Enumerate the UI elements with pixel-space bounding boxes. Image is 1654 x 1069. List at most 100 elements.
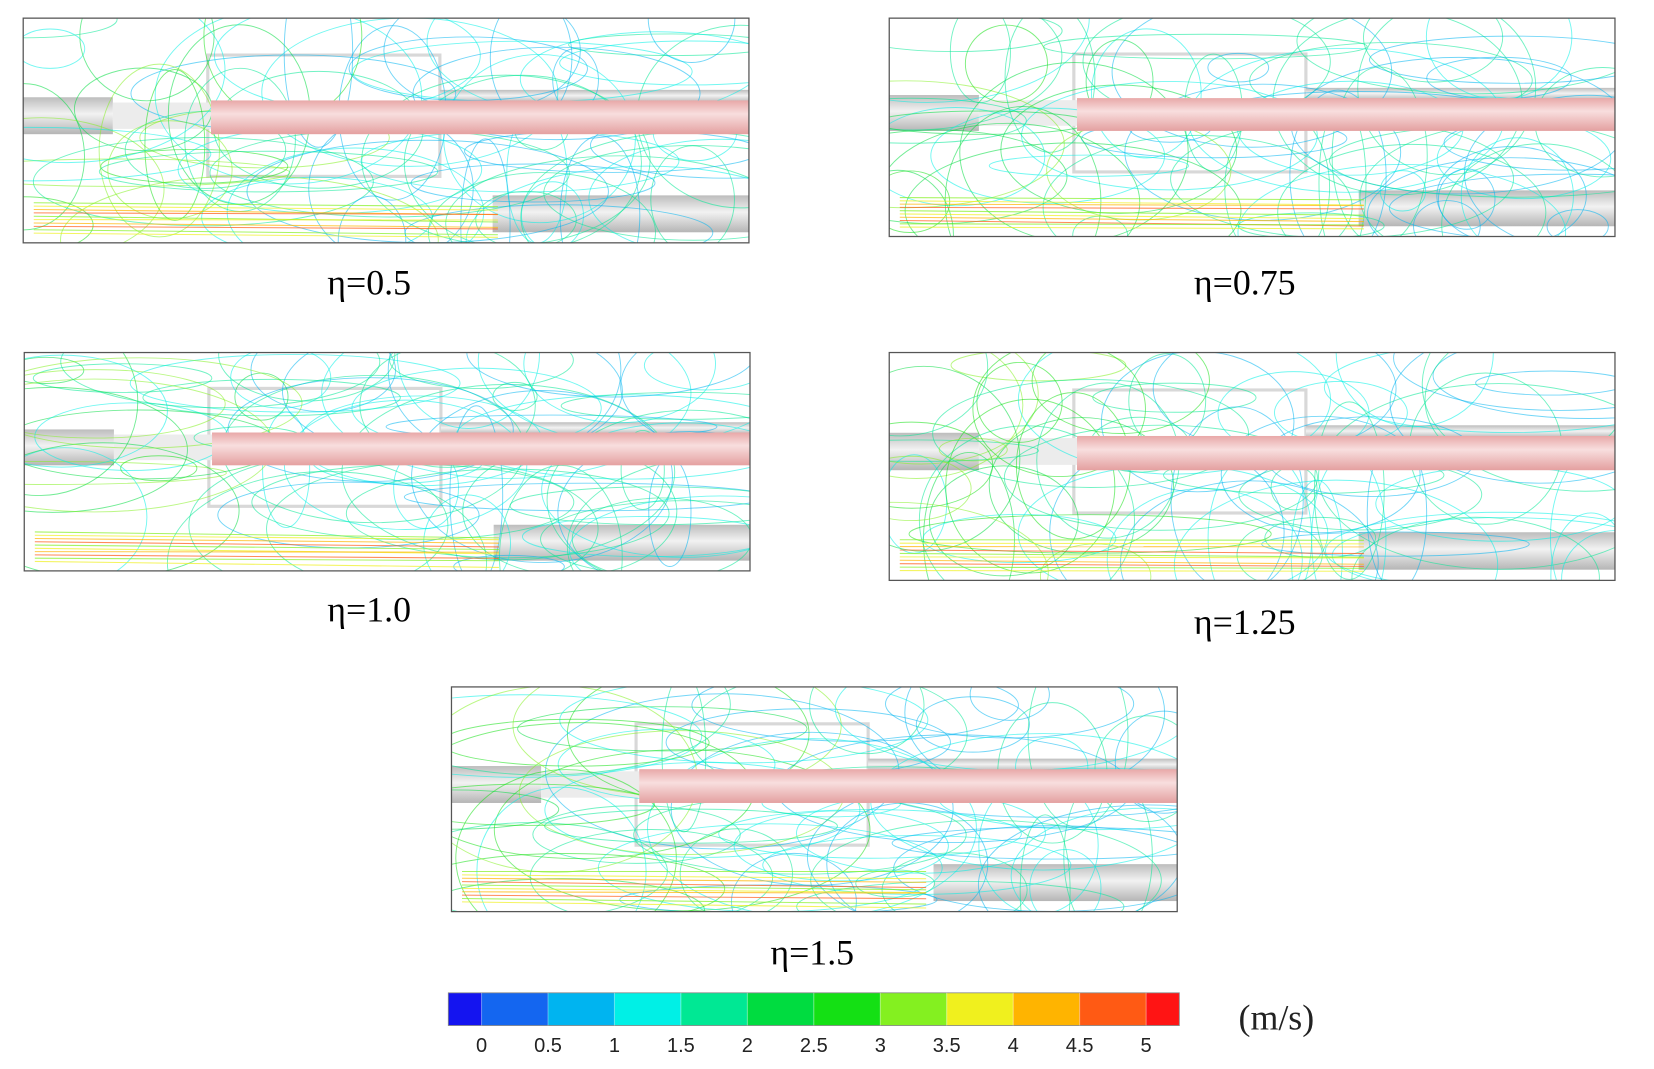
streamline — [899, 570, 1364, 572]
streamline — [34, 560, 499, 568]
streamline — [899, 203, 1364, 207]
streamline — [23, 18, 226, 164]
streamline — [1090, 28, 1202, 159]
streamline — [1296, 18, 1615, 95]
streamline — [23, 126, 212, 182]
streamline — [1325, 511, 1615, 581]
streamline — [24, 356, 85, 384]
streamline — [423, 494, 511, 571]
streamline — [79, 18, 215, 102]
streamline — [230, 352, 332, 409]
streamline — [889, 107, 1046, 207]
streamline — [619, 884, 938, 912]
streamline — [899, 563, 1364, 567]
streamline — [33, 202, 498, 208]
streamline — [938, 437, 1008, 462]
streamline — [899, 213, 1364, 220]
streamline — [647, 738, 977, 912]
streamline — [930, 107, 1166, 204]
streamline — [34, 551, 499, 553]
streamline — [34, 541, 499, 548]
panel-content — [451, 686, 1178, 912]
colorbar-tick-label: 0 — [476, 1035, 487, 1057]
streamline — [889, 352, 1024, 479]
streamline — [107, 120, 233, 220]
streamline — [33, 232, 498, 238]
streamline — [455, 769, 677, 912]
streamline — [1000, 84, 1238, 214]
streamline — [559, 686, 929, 764]
streamline — [1004, 18, 1096, 153]
streamline — [559, 135, 641, 243]
streamline — [885, 686, 1135, 739]
streamline — [810, 819, 1162, 912]
streamline — [34, 557, 499, 562]
colorbar-segment — [747, 992, 814, 1026]
streamline — [462, 877, 927, 883]
streamline — [1388, 173, 1615, 237]
streamline — [492, 381, 538, 411]
streamline — [855, 869, 936, 898]
streamline — [899, 539, 1364, 541]
streamline — [23, 18, 118, 39]
streamline — [899, 552, 1364, 558]
bottom-pipe — [1358, 532, 1615, 570]
bottom-pipe — [492, 195, 749, 233]
streamline — [1100, 352, 1295, 493]
panel-label: η=0.5 — [327, 263, 411, 303]
streamline — [283, 18, 354, 148]
colorbar-tick-label: 0.5 — [534, 1035, 562, 1057]
streamline — [889, 352, 989, 437]
streamline — [337, 195, 407, 243]
streamline-panel — [888, 351, 1616, 582]
streamline — [34, 544, 499, 551]
streamline — [889, 501, 1049, 581]
streamline — [1351, 516, 1600, 581]
streamline — [891, 826, 1178, 860]
panel-border — [450, 686, 1178, 913]
streamline — [120, 455, 198, 482]
streamline-panel — [450, 686, 1178, 913]
panel-label: η=1.0 — [327, 590, 411, 630]
rod — [1076, 435, 1615, 471]
colorbar-tick-label: 2 — [742, 1035, 753, 1057]
streamline — [928, 465, 1079, 577]
streamline — [1092, 382, 1257, 413]
streamline — [523, 352, 716, 424]
colorbar-segment — [614, 992, 681, 1026]
streamline — [1277, 143, 1547, 237]
streamline — [899, 566, 1364, 569]
streamline — [1441, 143, 1615, 237]
streamline — [597, 823, 943, 912]
streamline — [129, 353, 461, 413]
streamline — [451, 789, 560, 830]
streamline — [499, 464, 623, 571]
streamline — [899, 200, 1364, 206]
streamline — [932, 379, 1250, 488]
streamline — [404, 204, 714, 243]
streamline — [540, 500, 750, 571]
streamline — [34, 531, 499, 539]
streamline — [908, 514, 1272, 554]
streamline — [493, 749, 871, 912]
upper-pipe — [1305, 425, 1615, 439]
streamline — [462, 901, 927, 909]
colorbar-segment — [880, 992, 947, 1026]
streamline — [1170, 406, 1304, 581]
streamline — [972, 352, 1146, 478]
streamline — [1111, 18, 1393, 148]
streamline — [60, 175, 439, 243]
panel-label: η=1.5 — [770, 932, 854, 972]
colorbar-tick-label: 4 — [1008, 1035, 1019, 1057]
streamline — [261, 18, 559, 167]
streamline — [643, 352, 750, 391]
streamline — [142, 378, 401, 417]
streamline — [462, 881, 927, 889]
streamline — [33, 205, 498, 211]
streamline — [1366, 157, 1615, 237]
rod — [639, 769, 1178, 803]
streamline — [1318, 383, 1615, 570]
streamline — [718, 809, 1022, 859]
streamline — [559, 40, 749, 86]
rod — [212, 432, 750, 466]
